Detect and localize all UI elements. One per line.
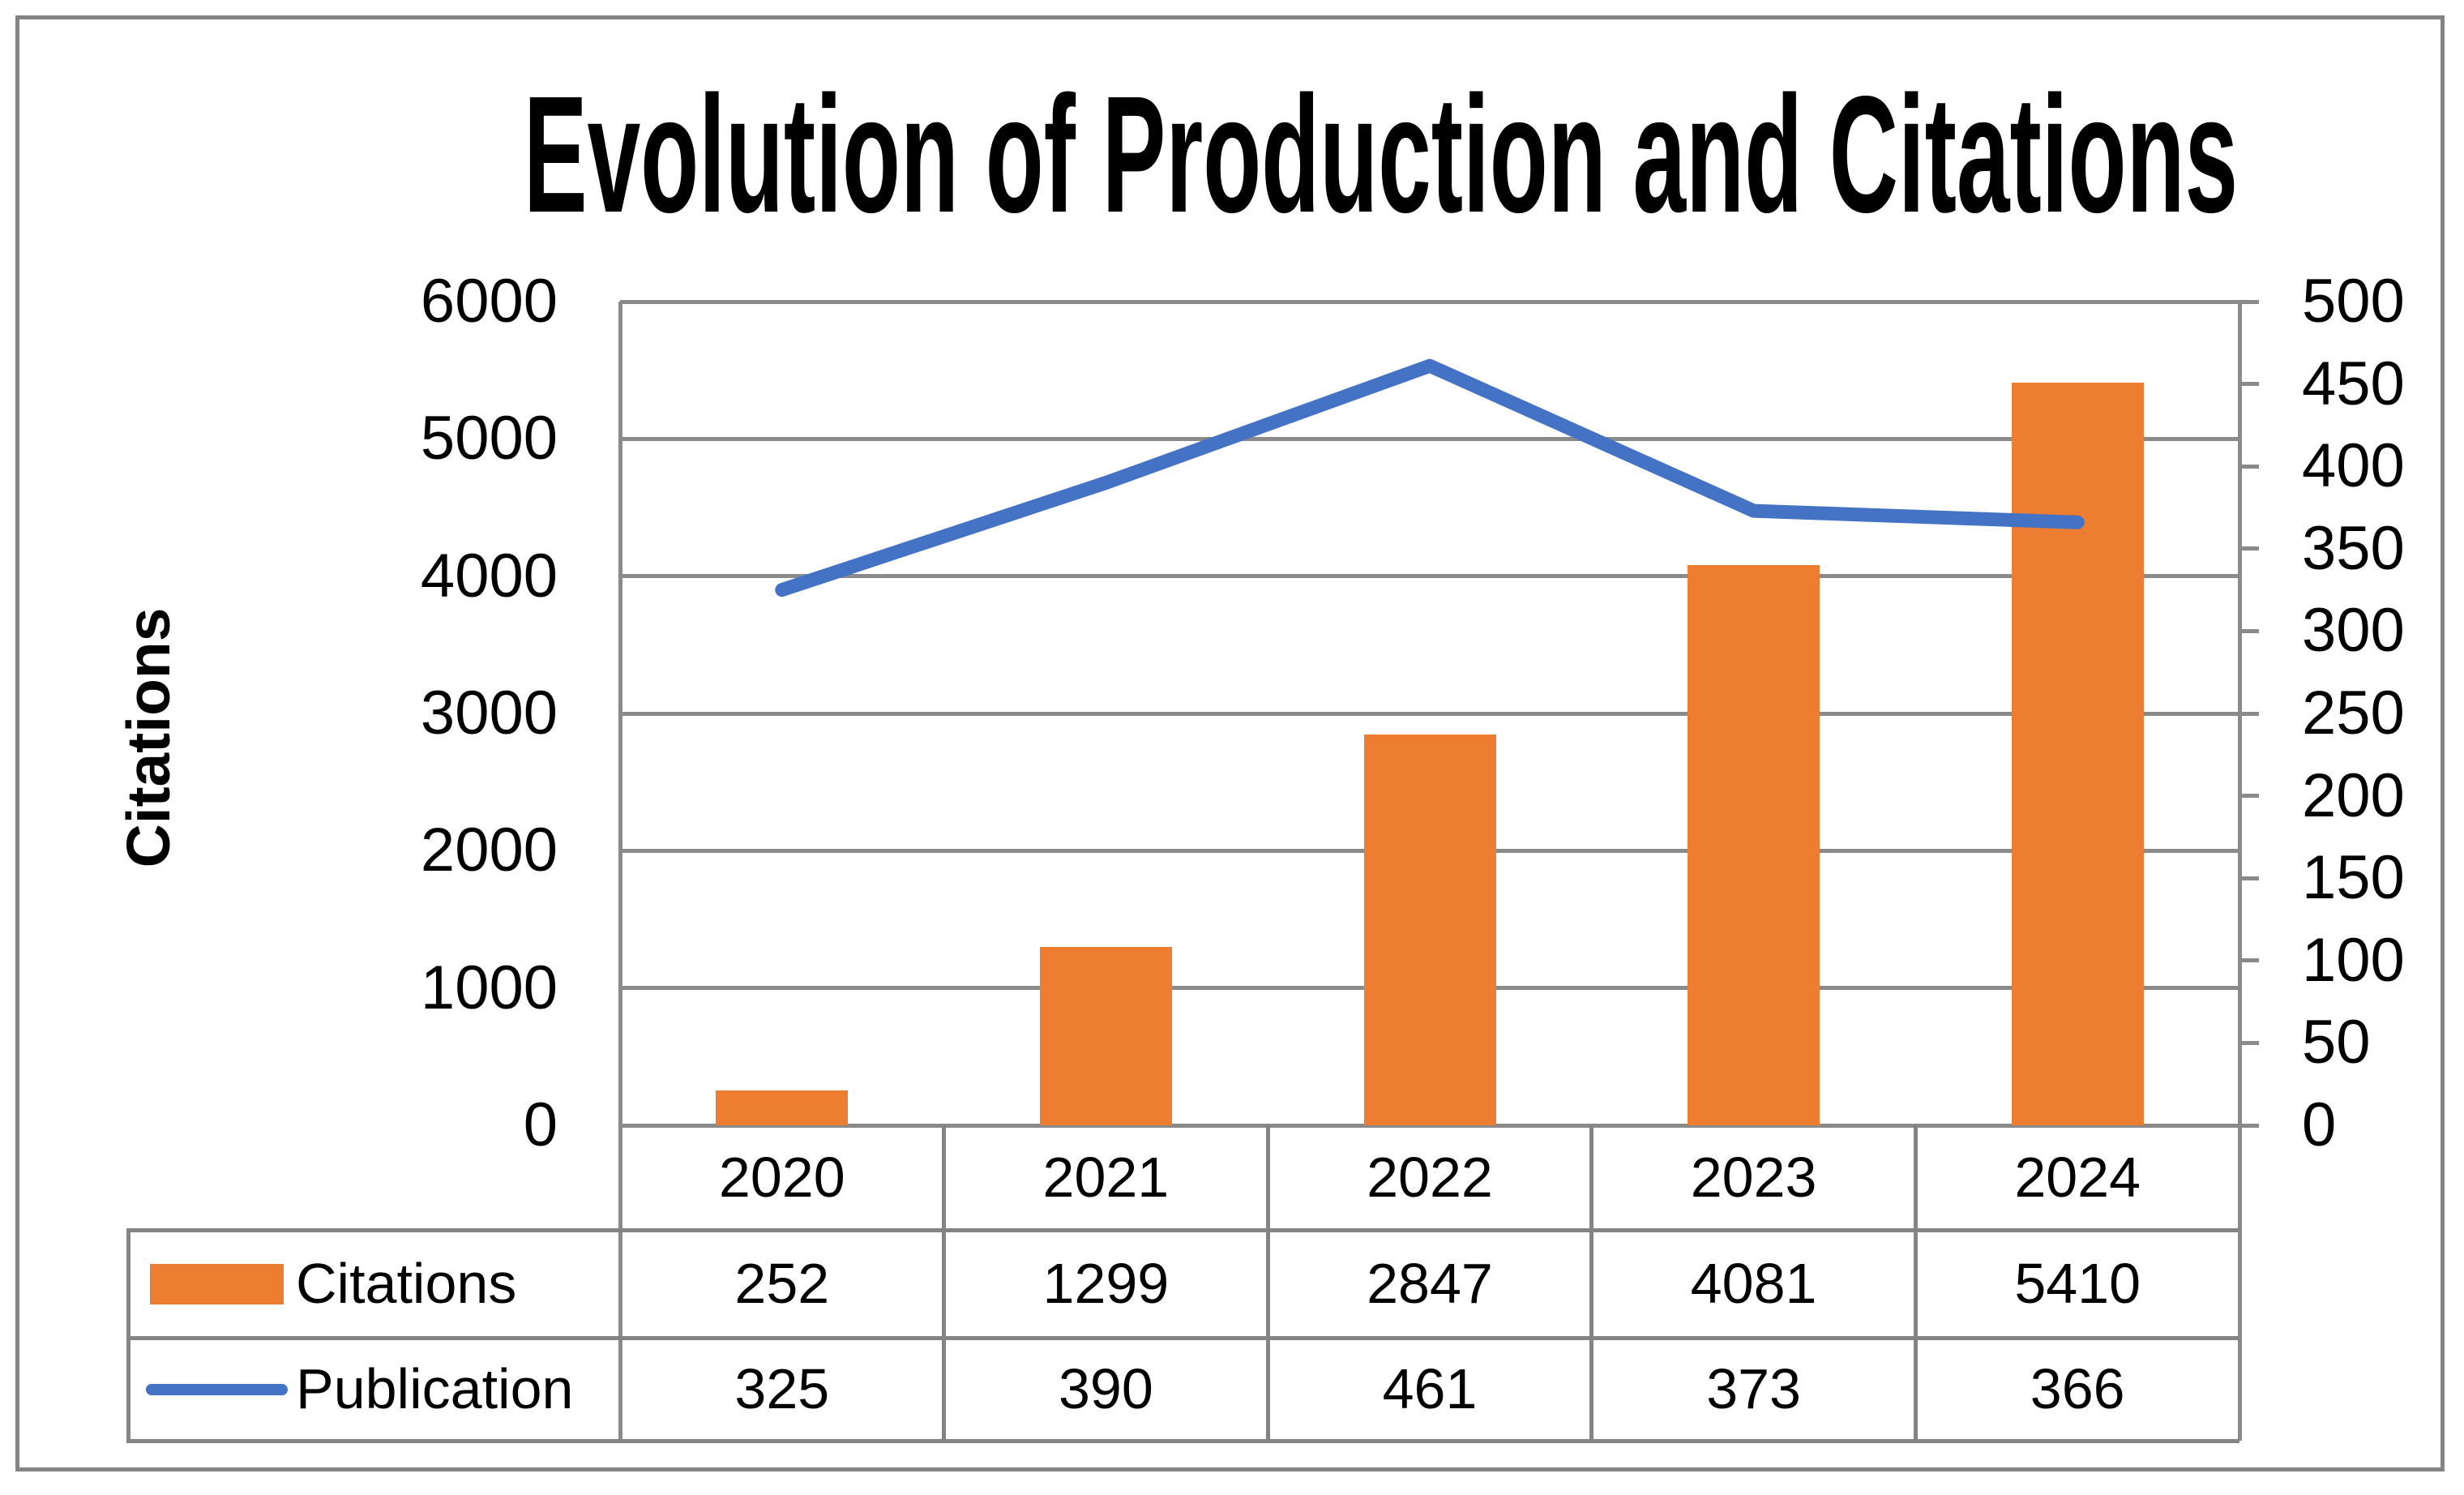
left-axis-tick-label: 0 (523, 1090, 558, 1159)
table-value-citations-2023: 4081 (1690, 1252, 1817, 1315)
left-axis-tick-label: 3000 (420, 679, 558, 748)
right-axis-tick-label: 0 (2302, 1090, 2337, 1159)
table-header-year: 2022 (1367, 1146, 1493, 1209)
left-axis-line (618, 302, 622, 1441)
right-axis-tick (2239, 546, 2259, 551)
table-border-column (1913, 1125, 1918, 1441)
table-value-citations-2020: 252 (734, 1252, 830, 1315)
right-axis-tick (2239, 1040, 2259, 1045)
figure-border (15, 15, 2445, 1471)
right-axis-tick (2239, 1123, 2259, 1128)
table-value-publication-2024: 366 (2030, 1357, 2125, 1420)
table-value-publication-2022: 461 (1382, 1357, 1478, 1420)
table-value-publication-2020: 325 (734, 1357, 830, 1420)
right-axis-tick (2239, 628, 2259, 633)
table-border-column (1265, 1125, 1270, 1441)
right-axis-tick-label: 200 (2302, 760, 2405, 830)
left-axis-tick-label: 2000 (420, 816, 558, 885)
table-header-year: 2024 (2014, 1146, 2141, 1209)
gridline (620, 711, 2239, 716)
gridline (620, 436, 2239, 441)
gridline (620, 574, 2239, 579)
publication-line (775, 358, 2085, 598)
table-border-column (942, 1125, 947, 1441)
legend-label-citations: Citations (296, 1252, 517, 1315)
right-axis-tick (2239, 711, 2259, 716)
gridline (620, 299, 2239, 304)
right-axis-tick-label: 50 (2302, 1008, 2371, 1077)
bar-2023 (1688, 565, 1820, 1125)
table-value-publication-2023: 373 (1706, 1357, 1801, 1420)
left-axis-tick-label: 5000 (420, 404, 558, 473)
right-axis-tick (2239, 794, 2259, 799)
right-axis-tick-label: 300 (2302, 596, 2405, 666)
table-header-year: 2021 (1042, 1146, 1170, 1209)
right-axis-tick (2239, 876, 2259, 880)
table-value-citations-2021: 1299 (1042, 1252, 1170, 1315)
table-value-publication-2021: 390 (1058, 1357, 1153, 1420)
right-axis-tick (2239, 299, 2259, 304)
right-axis-tick-label: 150 (2302, 843, 2405, 913)
left-axis-title-text: Citations (114, 607, 182, 868)
right-axis-tick-label: 350 (2302, 513, 2405, 583)
table-border-column (1589, 1125, 1594, 1441)
bar-2020 (716, 1090, 849, 1125)
table-value-citations-2024: 5410 (2014, 1252, 2141, 1315)
right-axis-tick-label: 250 (2302, 679, 2405, 748)
table-header-year: 2020 (718, 1146, 845, 1209)
table-value-citations-2022: 2847 (1367, 1252, 1493, 1315)
right-axis-tick (2239, 464, 2259, 469)
chart-title: Evolution of Production and Citations (524, 62, 2239, 247)
bar-2022 (1363, 734, 1496, 1125)
legend-label-publication: Publication (296, 1357, 574, 1420)
table-border-horizontal (128, 1335, 2239, 1340)
right-axis-tick-label: 100 (2302, 925, 2405, 995)
table-header-year: 2023 (1690, 1146, 1817, 1209)
left-axis-tick-label: 6000 (420, 267, 558, 336)
left-axis-tick-label: 1000 (420, 953, 558, 1022)
bar-2021 (1039, 947, 1172, 1125)
right-axis-line (2237, 302, 2242, 1441)
table-border-horizontal (128, 1227, 2239, 1232)
bar-2024 (2011, 382, 2144, 1125)
table-border-legend-left (126, 1227, 130, 1443)
right-axis-tick-label: 400 (2302, 431, 2405, 501)
right-axis-tick-label: 500 (2302, 267, 2405, 336)
right-axis-tick (2239, 382, 2259, 387)
x-axis-line (620, 1123, 2239, 1128)
legend-swatch-citations (150, 1263, 284, 1304)
publication-line-layer (775, 358, 2085, 598)
right-axis-tick (2239, 958, 2259, 963)
legend-swatch-publication (146, 1383, 288, 1395)
table-border-horizontal (128, 1438, 2239, 1443)
right-axis-tick-label: 450 (2302, 349, 2405, 418)
left-axis-tick-label: 4000 (420, 541, 558, 610)
